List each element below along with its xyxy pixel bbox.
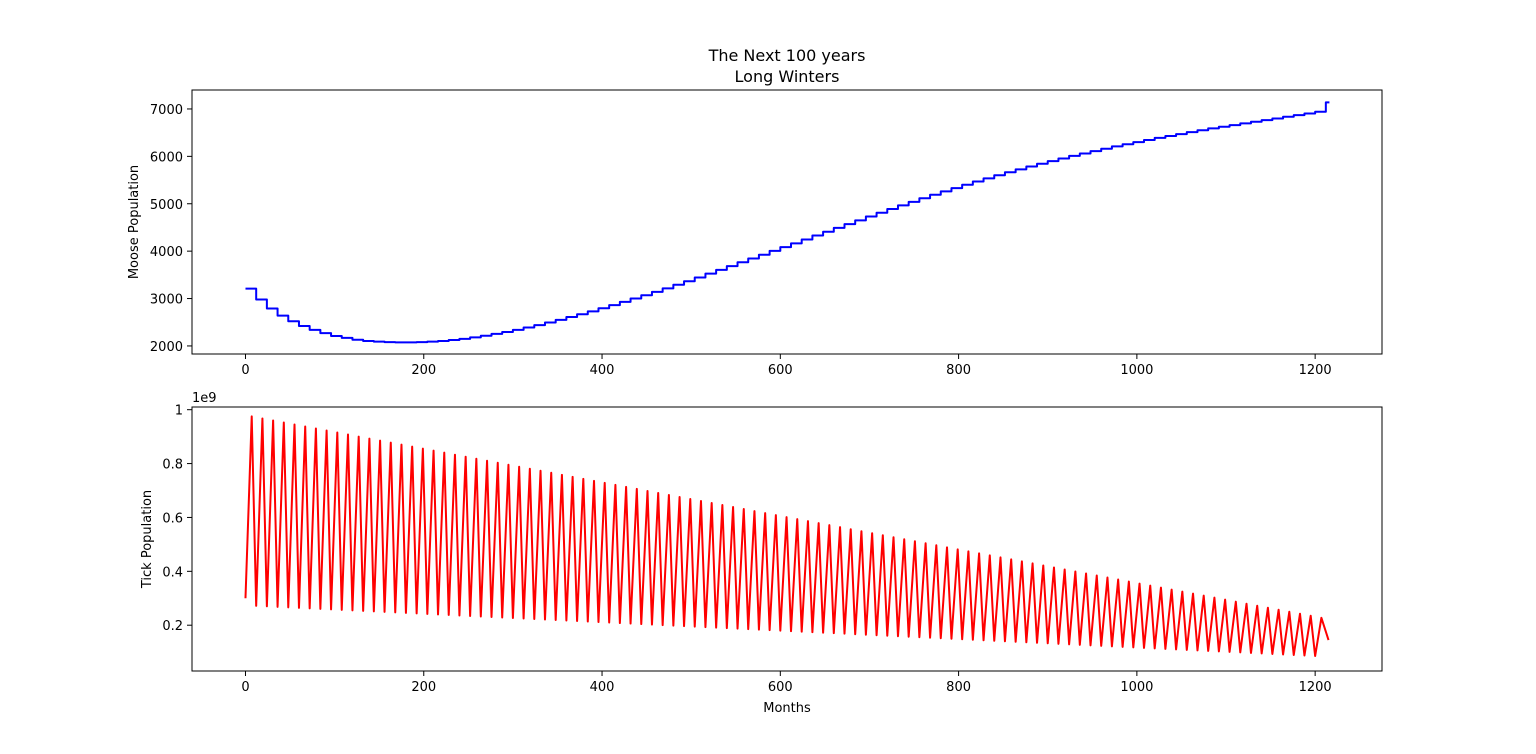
moose-y-axis-label: Moose Population: [127, 165, 142, 279]
moose-x-tick-label: 600: [768, 363, 793, 378]
tick-subplot: 0 200 400 600 800 1000 1200 0.2 0.4 0.6 0.8 1 Tick P…: [140, 391, 1383, 716]
moose-subplot: 0 200 400 600 800 1000 1200 2000 3000 4000 5000 600…: [127, 89, 1383, 378]
tick-x-tick-label: 600: [768, 680, 793, 695]
moose-y-tick-label: 2000: [150, 340, 183, 355]
tick-y-tick-label: 0.2: [162, 619, 183, 634]
moose-y-tick-label: 3000: [150, 293, 183, 308]
moose-y-tick-label: 7000: [150, 103, 183, 118]
moose-series-line: [245, 101, 1330, 344]
tick-x-tick-label: 800: [946, 680, 971, 695]
moose-y-tick-label: 6000: [150, 150, 183, 165]
moose-y-tick-label: 4000: [150, 245, 183, 260]
tick-x-tick-label: 0: [241, 680, 249, 695]
moose-x-tick-label: 1200: [1299, 363, 1332, 378]
tick-y-tick-label: 1: [175, 404, 183, 419]
moose-axes-frame: [191, 89, 1383, 355]
tick-y-tick-label: 0.8: [162, 458, 183, 473]
moose-x-tick-label: 400: [590, 363, 615, 378]
tick-x-tick-label: 1000: [1120, 680, 1153, 695]
moose-x-tick-label: 800: [946, 363, 971, 378]
tick-series-line: [244, 415, 1330, 657]
tick-y-tick-label: 0.6: [162, 511, 183, 526]
tick-x-tick-label: 400: [590, 680, 615, 695]
moose-x-tick-label: 200: [411, 363, 436, 378]
tick-x-tick-label: 200: [411, 680, 436, 695]
chart-subtitle: Long Winters: [735, 67, 840, 86]
tick-axes-frame: [191, 406, 1383, 672]
tick-y-tick-label: 0.4: [162, 565, 183, 580]
chart-title: The Next 100 years: [708, 46, 866, 65]
tick-x-tick-label: 1200: [1299, 680, 1332, 695]
tick-y-axis-label: Tick Population: [140, 490, 155, 589]
moose-x-tick-label: 1000: [1120, 363, 1153, 378]
tick-y-offset-label: 1e9: [192, 391, 217, 406]
moose-x-tick-label: 0: [241, 363, 249, 378]
tick-x-axis-label: Months: [763, 701, 811, 716]
moose-y-tick-label: 5000: [150, 198, 183, 213]
